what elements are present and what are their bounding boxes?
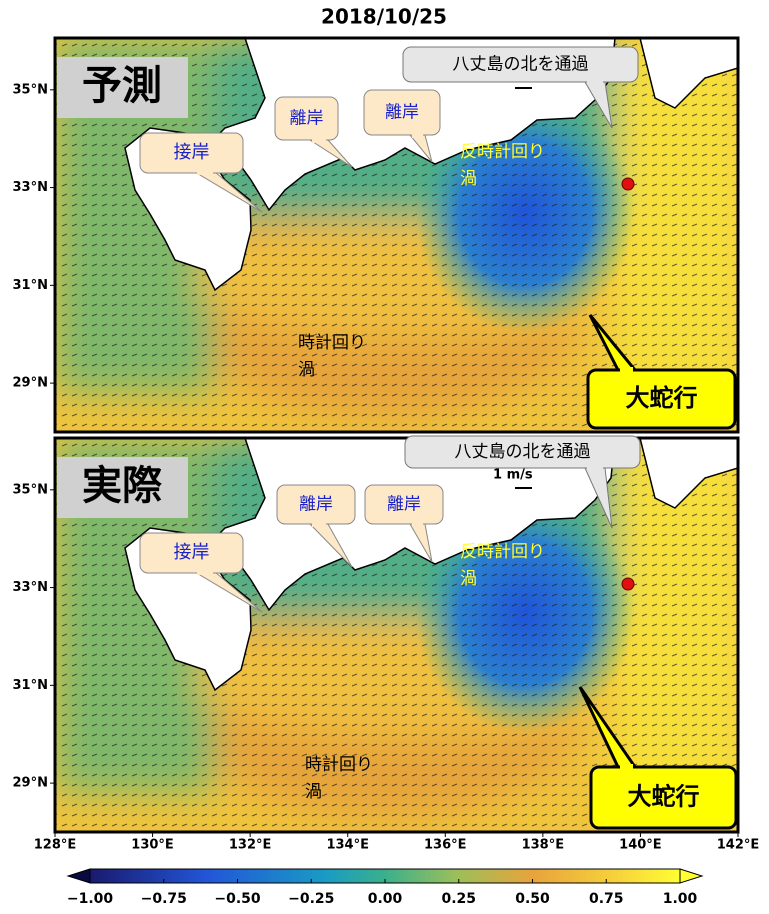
callout: 接岸: [139, 132, 263, 213]
scale-label: 1 m/s: [493, 468, 533, 483]
colorbar-tick-label: −0.50: [214, 891, 261, 907]
callout-seam: [620, 367, 633, 373]
eddy-label: 渦: [460, 569, 477, 589]
callout-seam: [197, 569, 213, 575]
lon-tick-label: 132°E: [229, 838, 272, 853]
callout-text: 離岸: [299, 495, 333, 515]
callout-seam: [312, 137, 326, 143]
eddy-label: 時計回り: [298, 333, 366, 353]
callout-text: 大蛇行: [626, 384, 698, 412]
callout-box: [363, 89, 441, 136]
landmass: [639, 38, 738, 109]
colorbar-tick-label: −0.75: [141, 891, 187, 907]
panel-label: 実際: [82, 463, 162, 509]
callout-box: [274, 96, 339, 141]
lat-tick-label: 33°N: [13, 180, 48, 195]
callout-seam: [620, 764, 633, 770]
lon-tick-label: 138°E: [522, 838, 565, 853]
panel-label-box: [57, 57, 188, 118]
eddy-label: 渦: [305, 782, 322, 802]
landmass: [639, 438, 738, 509]
colorbar-tick-label: −1.00: [67, 891, 114, 907]
lat-tick-label: 29°N: [13, 376, 48, 391]
callout-box: [364, 484, 444, 525]
callout: 大蛇行: [586, 314, 737, 430]
callout-box: [404, 435, 641, 469]
colorbar-tick-label: 0.25: [441, 891, 476, 907]
callout-text: 接岸: [174, 142, 210, 163]
callout-text: 離岸: [385, 103, 419, 123]
eddy-label: 時計回り: [305, 755, 373, 775]
callout: 離岸: [276, 484, 356, 568]
panel-frame: [53, 436, 740, 834]
hachijo-marker: [621, 177, 635, 191]
lat-tick-label: 33°N: [13, 580, 48, 595]
lon-tick-label: 128°E: [34, 838, 77, 853]
lon-tick-label: 130°E: [131, 838, 174, 853]
colorbar-tick-label: 0.50: [515, 891, 550, 907]
callout-text: 八丈島の北を通過: [455, 442, 591, 462]
lon-tick-label: 134°E: [326, 838, 369, 853]
panel-label-box: [57, 457, 188, 518]
callout-box: [589, 765, 738, 830]
callout-text: 八丈島の北を通過: [453, 55, 589, 75]
hachijo-marker: [621, 577, 635, 591]
colorbar-low-end: [66, 868, 91, 884]
callout-seam: [412, 521, 423, 527]
callout: 離岸: [364, 484, 444, 563]
callout-box: [139, 132, 244, 174]
callout-text: 離岸: [387, 495, 421, 515]
callout-text: 離岸: [290, 109, 324, 129]
lat-tick-label: 29°N: [13, 776, 48, 791]
callout-seam: [587, 465, 603, 471]
callout-seam: [197, 169, 213, 175]
callout-text: 大蛇行: [628, 783, 700, 811]
panel-frame: [53, 36, 740, 434]
colorbar-tick-label: 0.75: [589, 891, 624, 907]
colorbar-tick-label: 0.00: [368, 891, 403, 907]
lon-tick-label: 136°E: [424, 838, 467, 853]
callout: 大蛇行: [578, 686, 738, 830]
lat-tick-label: 31°N: [13, 678, 48, 693]
lat-tick-label: 35°N: [13, 482, 48, 497]
eddy-label: 反時計回り: [460, 542, 545, 562]
callout: 離岸: [363, 89, 441, 163]
title: 2018/10/25: [321, 5, 447, 29]
lon-tick-label: 142°E: [717, 838, 760, 853]
callout-box: [402, 46, 639, 83]
callout-seam: [312, 521, 326, 527]
callout: 離岸: [274, 96, 353, 168]
callout-text: 接岸: [174, 542, 210, 563]
callout-seam: [587, 79, 603, 85]
colorbar-tick-label: −0.25: [288, 891, 334, 907]
lon-tick-label: 140°E: [619, 838, 662, 853]
callout-seam: [412, 132, 423, 138]
eddy-label: 渦: [298, 360, 315, 380]
colorbar-tick-label: 1.00: [663, 891, 698, 907]
panel-label: 予測: [82, 63, 162, 109]
eddy-label: 渦: [460, 169, 477, 189]
callout: 八丈島の北を通過: [402, 46, 639, 129]
callout-box: [139, 532, 244, 574]
callout: 八丈島の北を通過: [404, 435, 641, 529]
colorbar-high-end: [679, 868, 704, 884]
eddy-label: 反時計回り: [460, 142, 545, 162]
callout-box: [586, 368, 737, 430]
lat-tick-label: 31°N: [13, 278, 48, 293]
lat-tick-label: 35°N: [13, 82, 48, 97]
callout: 接岸: [139, 532, 263, 613]
